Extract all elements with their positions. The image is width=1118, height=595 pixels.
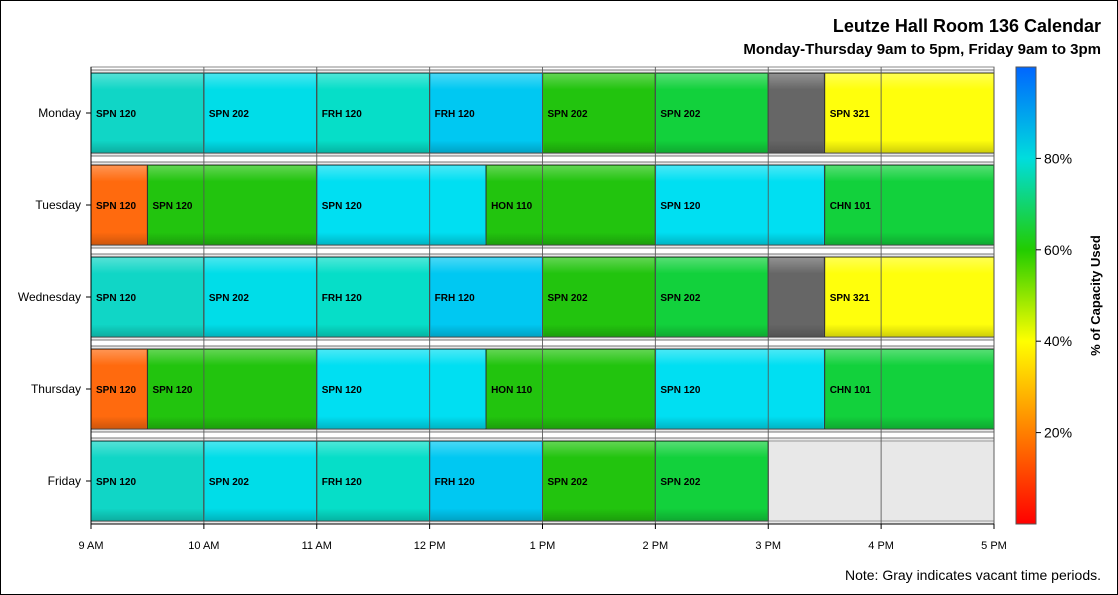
colorbar-tick-label: 80% <box>1044 150 1072 166</box>
calendar-block-shade <box>317 74 429 152</box>
calendar-block-shade <box>92 442 203 520</box>
calendar-block-shade <box>317 350 486 428</box>
x-tick-label: 4 PM <box>868 540 894 552</box>
calendar-block-shade <box>825 74 993 152</box>
calendar-block-shade <box>825 258 993 336</box>
block-label: SPN 202 <box>548 109 588 120</box>
calendar-block-shade <box>148 166 316 244</box>
block-label: SPN 120 <box>96 109 136 120</box>
y-tick-label: Friday <box>48 474 81 488</box>
calendar-block-shade <box>430 442 542 520</box>
block-label: HON 110 <box>491 385 533 396</box>
y-tick-label: Thursday <box>31 382 81 396</box>
calendar-block-shade <box>430 258 542 336</box>
block-label: SPN 120 <box>96 201 136 212</box>
x-tick-label: 1 PM <box>530 540 556 552</box>
block-label: FRH 120 <box>435 109 475 120</box>
block-label: SPN 202 <box>660 109 700 120</box>
block-label: FRH 120 <box>322 477 362 488</box>
calendar-block-shade <box>656 166 824 244</box>
block-label: SPN 202 <box>209 293 249 304</box>
colorbar-tick-label: 20% <box>1044 425 1072 441</box>
calendar-block-shade <box>204 442 316 520</box>
block-label: SPN 202 <box>660 293 700 304</box>
calendar-block-shade <box>543 258 655 336</box>
y-tick-label: Monday <box>38 106 81 120</box>
block-label: FRH 120 <box>322 109 362 120</box>
block-label: SPN 202 <box>209 477 249 488</box>
block-label: SPN 202 <box>660 477 700 488</box>
x-tick-label: 11 AM <box>302 540 332 552</box>
block-label: SPN 202 <box>548 293 588 304</box>
calendar-block-shade <box>317 166 486 244</box>
x-tick-label: 12 PM <box>414 540 446 552</box>
colorbar <box>1015 66 1037 525</box>
block-label: SPN 120 <box>96 477 136 488</box>
x-tick-label: 2 PM <box>643 540 669 552</box>
block-label: SPN 120 <box>660 201 700 212</box>
chart-note: Note: Gray indicates vacant time periods… <box>844 567 1101 583</box>
block-label: SPN 120 <box>96 293 136 304</box>
block-label: SPN 202 <box>548 477 588 488</box>
calendar-block-shade <box>92 166 147 244</box>
calendar-block-shade <box>825 166 993 244</box>
calendar-block-shade <box>204 258 316 336</box>
calendar-block-shade <box>317 258 429 336</box>
block-label: FRH 120 <box>435 477 475 488</box>
calendar-block-shade <box>487 350 655 428</box>
calendar-block-shade <box>92 74 203 152</box>
block-label: SPN 120 <box>322 385 362 396</box>
colorbar-tick-label: 40% <box>1044 333 1072 349</box>
calendar-block-shade <box>825 350 993 428</box>
x-tick-label: 10 AM <box>188 540 219 552</box>
y-tick-label: Wednesday <box>18 290 81 304</box>
block-label: SPN 120 <box>152 385 192 396</box>
block-label: SPN 202 <box>209 109 249 120</box>
block-label: SPN 321 <box>830 109 870 120</box>
calendar-block-shade <box>92 350 147 428</box>
block-label: SPN 120 <box>96 385 136 396</box>
block-label: CHN 101 <box>830 385 872 396</box>
chart-subtitle: Monday-Thursday 9am to 5pm, Friday 9am t… <box>743 41 1101 58</box>
calendar-block-shade <box>204 74 316 152</box>
block-label: SPN 321 <box>830 293 870 304</box>
block-label: FRH 120 <box>322 293 362 304</box>
block-label: CHN 101 <box>830 201 872 212</box>
y-tick-label: Tuesday <box>35 198 81 212</box>
block-label: SPN 120 <box>322 201 362 212</box>
block-label: HON 110 <box>491 201 533 212</box>
calendar-block-shade <box>317 442 429 520</box>
calendar-block-shade <box>769 74 824 152</box>
calendar-block-shade <box>430 74 542 152</box>
calendar-block-shade <box>656 74 768 152</box>
calendar-block-shade <box>487 166 655 244</box>
block-label: SPN 120 <box>660 385 700 396</box>
chart-title: Leutze Hall Room 136 Calendar <box>832 16 1101 36</box>
calendar-block-shade <box>92 258 203 336</box>
colorbar-title: % of Capacity Used <box>1088 235 1103 356</box>
calendar-block-shade <box>656 442 768 520</box>
calendar-block-shade <box>769 258 824 336</box>
colorbar-tick-label: 60% <box>1044 242 1072 258</box>
x-tick-label: 5 PM <box>981 540 1007 552</box>
block-label: FRH 120 <box>435 293 475 304</box>
block-label: SPN 120 <box>152 201 192 212</box>
calendar-block-shade <box>543 74 655 152</box>
x-tick-label: 3 PM <box>755 540 781 552</box>
calendar-block-shade <box>543 442 655 520</box>
calendar-block-shade <box>656 350 824 428</box>
calendar-block-shade <box>148 350 316 428</box>
calendar-block-shade <box>656 258 768 336</box>
x-tick-label: 9 AM <box>78 540 103 552</box>
